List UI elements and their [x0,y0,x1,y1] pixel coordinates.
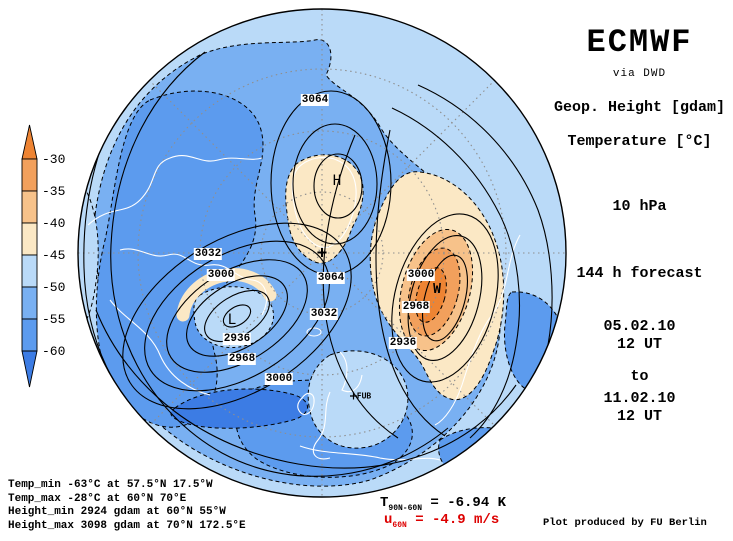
field-label-temp: Temperature [°C] [567,133,712,150]
pole-cross-marker: + [316,243,328,263]
contour-label: 2936 [222,333,252,345]
field-label-height: Geop. Height [gdam] [553,99,726,116]
colorbar-tick-label: -35 [42,184,66,199]
mean-temp-symbol: T [380,495,389,511]
zonal-wind-symbol: u [384,512,393,528]
contour-label: 2968 [401,301,431,313]
contour-label: 3032 [309,308,339,320]
contour-label: 2968 [227,353,257,365]
colorbar-tick-label: -60 [42,344,66,359]
zonal-wind-subscript: 60N [392,520,407,530]
mean-temp-metric: T90N-60N = -6.94 K [380,495,506,513]
date-from: 05.02.10 [603,318,676,335]
contour-label: 3000 [264,373,294,385]
contour-label: 3064 [300,94,330,106]
credit-text: Plot produced by FU Berlin [543,517,707,529]
mean-temp-subscript: 90N-60N [388,503,423,513]
colorbar-tick-label: -40 [42,216,66,231]
zonal-wind-value: = -4.9 m/s [406,512,500,528]
temp-min-line: Temp_min -63°C at 57.5°N 17.5°W [8,479,213,491]
colorbar-arrow-under [21,350,38,388]
time-to: 12 UT [616,408,662,425]
time-from: 12 UT [616,336,662,353]
colorbar-arrow-over [21,124,38,160]
extremes-block: Temp_min -63°C at 57.5°N 17.5°W Temp_max… [8,479,246,533]
contour-label: 3000 [206,269,236,281]
colorbar-tick-label: -50 [42,280,66,295]
map-border [77,8,567,498]
station-label-fub: FUB [356,391,372,401]
pressure-center-marker: H [332,173,342,189]
pressure-center-marker: L [227,312,237,328]
contour-label: 3032 [193,248,223,260]
date-to: 11.02.10 [603,390,676,407]
contour-label: 3064 [316,272,346,284]
temp-max-line: Temp_max -28°C at 60°N 70°E [8,492,187,505]
height-min-line: Height_min 2924 gdam at 60°N 55°W [8,506,226,518]
pressure-level: 10 hPa [612,198,667,215]
colorbar-tick-label: -45 [42,248,66,263]
mean-temp-value: = -6.94 K [422,495,507,511]
to-label: to [630,368,649,385]
forecast-range: 144 h forecast [576,265,703,282]
polar-map [78,9,566,497]
zonal-wind-metric: u60N = -4.9 m/s [384,512,499,530]
colorbar-tick-label: -55 [42,312,66,327]
source-subtitle: via DWD [612,68,667,80]
pressure-center-marker: W [433,282,441,297]
contour-label: 2936 [388,337,418,349]
colorbar [21,124,38,388]
coastlines [87,155,521,461]
height-max-line: Height_max 3098 gdam at 70°N 172.5°E [8,519,246,532]
contour-label: 3000 [406,269,436,281]
colorbar-tick-label: -30 [42,152,66,167]
page-title: ECMWF [586,24,693,61]
